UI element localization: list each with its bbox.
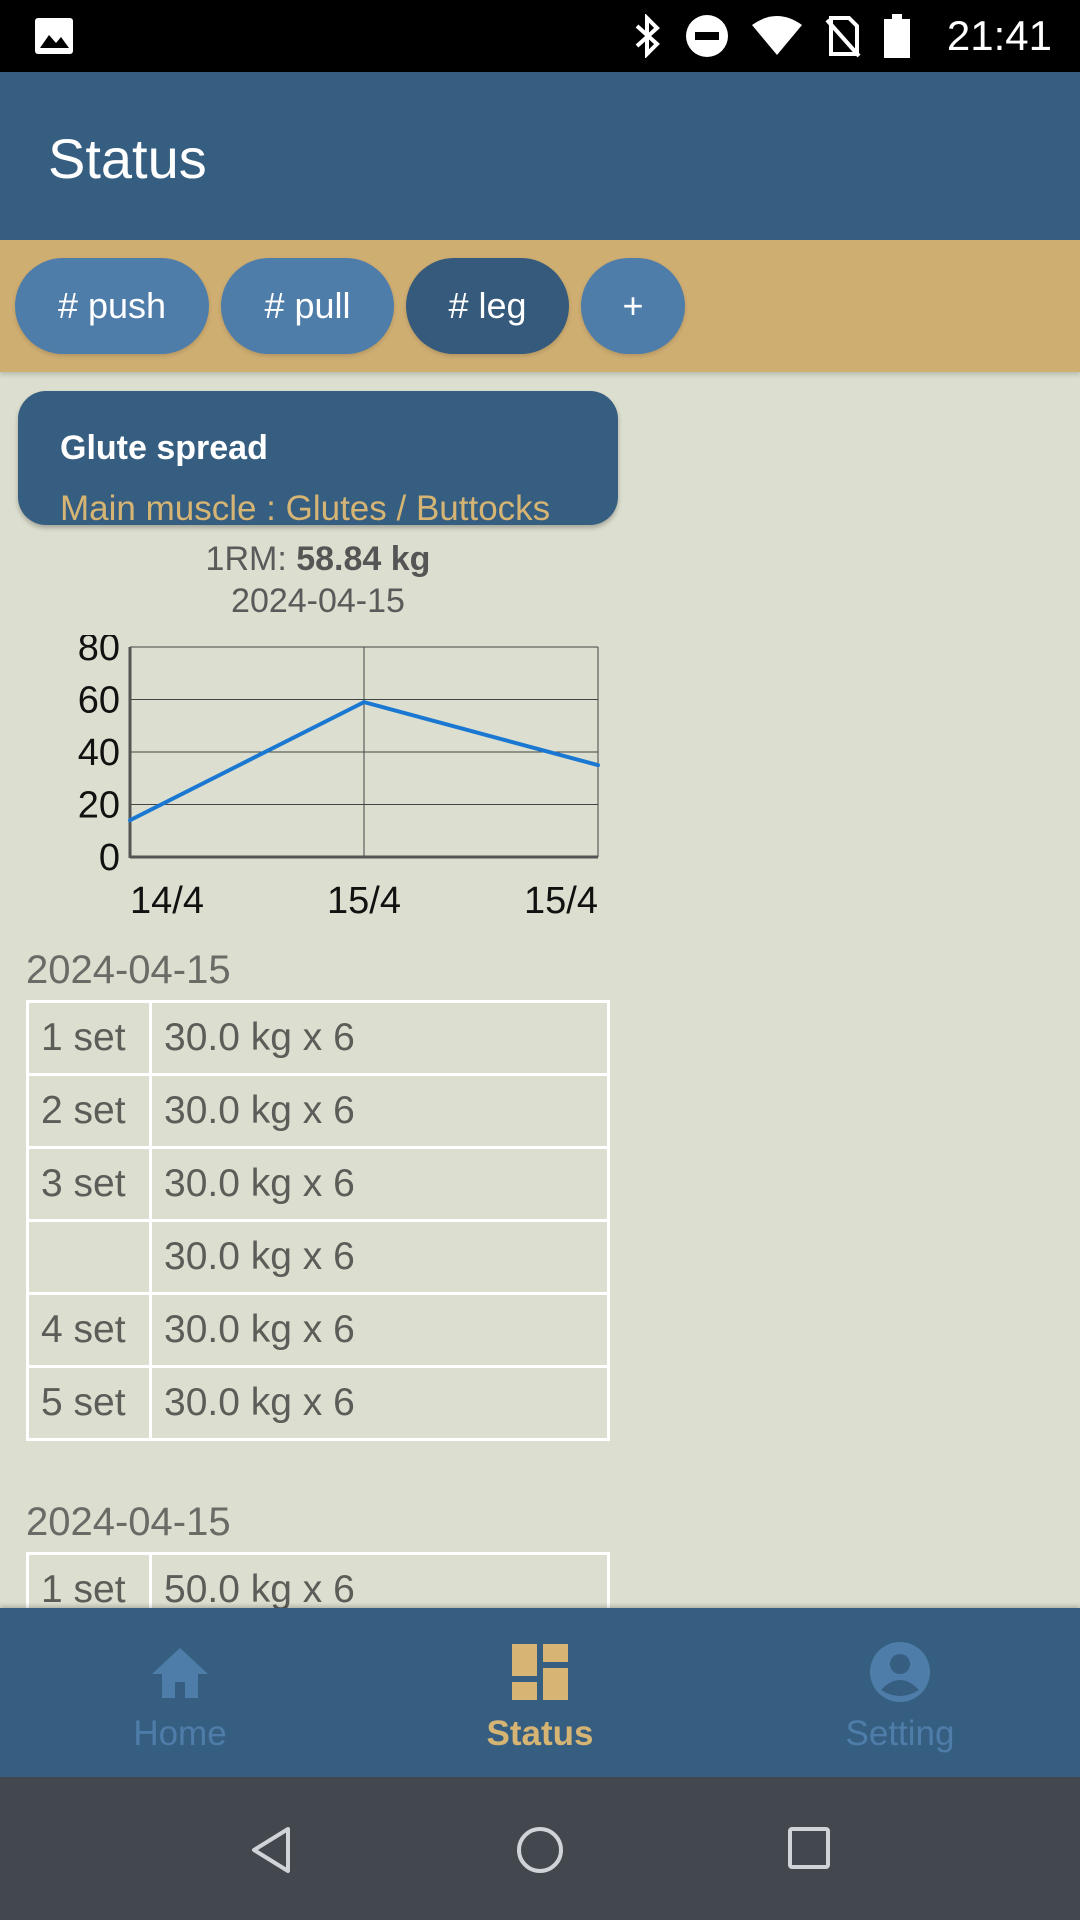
- nav-setting[interactable]: Setting: [720, 1608, 1080, 1777]
- table-row: 4 set 30.0 kg x 6: [26, 1292, 610, 1368]
- exercise-name: Glute spread: [60, 429, 268, 467]
- x-tick-label: 15/4: [524, 880, 598, 922]
- one-rm-prefix: 1RM:: [205, 540, 297, 578]
- y-tick-label: 40: [78, 732, 120, 774]
- wifi-icon: [751, 16, 802, 55]
- table-row: 1 set 50.0 kg x 6: [26, 1552, 610, 1608]
- table-row: 3 set 30.0 kg x 6: [26, 1146, 610, 1222]
- do-not-disturb-icon: [685, 15, 728, 57]
- app-bar: Status: [0, 72, 1080, 240]
- set-label: [26, 1219, 152, 1295]
- system-navigation-bar: [0, 1777, 1080, 1920]
- set-value: 30.0 kg x 6: [149, 1292, 610, 1368]
- dashboard-icon: [512, 1644, 568, 1700]
- recents-icon[interactable]: [786, 1825, 832, 1871]
- no-sim-icon: [825, 16, 861, 58]
- battery-icon: [883, 14, 910, 58]
- one-rm-date: 2024-04-15: [231, 582, 405, 620]
- exercise-card[interactable]: Glute spread Main muscle : Glutes / Butt…: [18, 391, 618, 528]
- table-row: 5 set 30.0 kg x 6: [26, 1365, 610, 1441]
- home-circle-icon[interactable]: [515, 1825, 565, 1875]
- one-rm-summary: 1RM: 58.84 kg 2024-04-15: [0, 538, 636, 622]
- set-label: 3 set: [26, 1146, 152, 1222]
- table-row: 1 set 30.0 kg x 6: [26, 1000, 610, 1076]
- content-area[interactable]: Glute spread Main muscle : Glutes / Butt…: [0, 372, 1080, 1608]
- y-tick-label: 60: [78, 680, 120, 722]
- nav-home[interactable]: Home: [0, 1608, 360, 1777]
- x-tick-label: 15/4: [327, 880, 401, 922]
- main-muscle-label: Main muscle : Glutes / Buttocks: [60, 489, 551, 528]
- x-tick-label: 14/4: [130, 880, 204, 922]
- data-point: [596, 763, 600, 768]
- data-point: [362, 700, 366, 705]
- set-value: 30.0 kg x 6: [149, 1000, 610, 1076]
- table-row: 30.0 kg x 6: [26, 1219, 610, 1295]
- set-label: 5 set: [26, 1365, 152, 1441]
- tag-pull-chip[interactable]: # pull: [221, 258, 394, 354]
- set-value: 30.0 kg x 6: [149, 1219, 610, 1295]
- one-rm-line-chart: 80 60 40 20 014/4 15/4 15/4: [78, 635, 600, 922]
- one-rm-value: 58.84 kg: [296, 540, 431, 578]
- sets-table: 1 set 30.0 kg x 6 2 set 30.0 kg x 6 3 set 3…: [26, 1000, 610, 1441]
- nav-setting-label: Setting: [845, 1714, 955, 1753]
- bottom-navigation: Home Status Setting: [0, 1608, 1080, 1777]
- tag-bar: # push # pull # leg +: [0, 240, 1080, 372]
- sets-table: 1 set 50.0 kg x 6: [26, 1552, 610, 1608]
- set-value: 30.0 kg x 6: [149, 1073, 610, 1149]
- account-circle-icon: [870, 1642, 930, 1702]
- home-icon: [152, 1648, 208, 1698]
- status-bar: 21:41: [0, 0, 1080, 72]
- nav-status-label: Status: [486, 1714, 594, 1753]
- nav-status[interactable]: Status: [360, 1608, 720, 1777]
- set-value: 30.0 kg x 6: [149, 1146, 610, 1222]
- y-tick-label: 20: [78, 785, 120, 827]
- add-tag-button[interactable]: +: [581, 258, 685, 354]
- back-icon[interactable]: [248, 1825, 294, 1875]
- table-row: 2 set 30.0 kg x 6: [26, 1073, 610, 1149]
- session-date: 2024-04-15: [26, 1500, 231, 1544]
- set-value: 30.0 kg x 6: [149, 1365, 610, 1441]
- clock: 21:41: [946, 12, 1052, 59]
- tag-push-chip[interactable]: # push: [15, 258, 209, 354]
- set-label: 1 set: [26, 1000, 152, 1076]
- set-label: 2 set: [26, 1073, 152, 1149]
- tag-leg-chip[interactable]: # leg: [406, 258, 569, 354]
- y-tick-label: 80: [78, 635, 120, 669]
- data-point: [128, 818, 132, 823]
- nav-home-label: Home: [133, 1714, 227, 1753]
- set-value: 50.0 kg x 6: [149, 1552, 610, 1608]
- page-title: Status: [48, 127, 207, 190]
- session-date: 2024-04-15: [26, 948, 231, 992]
- bluetooth-icon: [635, 14, 660, 58]
- gallery-icon: [35, 18, 73, 54]
- y-tick-label: 0: [99, 837, 120, 879]
- set-label: 1 set: [26, 1552, 152, 1608]
- set-label: 4 set: [26, 1292, 152, 1368]
